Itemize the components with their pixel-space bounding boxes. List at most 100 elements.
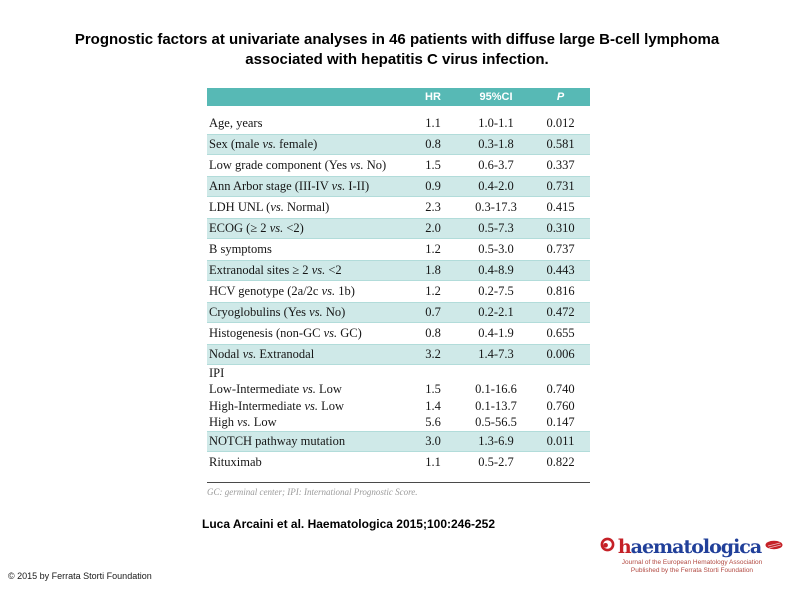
slide-title-line2: associated with hepatitis C virus infect… xyxy=(245,51,549,68)
table-row: ECOG (≥ 2 vs. <2) 2.0 0.5-7.3 0.310 xyxy=(207,218,590,239)
prognostic-factors-table: HR 95%CI P Age, years 1.1 1.0-1.1 0.012 … xyxy=(207,88,590,497)
row-hr: 0.7 xyxy=(425,305,441,319)
row-ci: 0.5-2.7 xyxy=(478,455,514,469)
row-p: 0.011 xyxy=(546,434,575,448)
logo-wordmark-rest: aematologica xyxy=(630,535,763,558)
row-ci: 0.3-1.8 xyxy=(478,137,514,151)
row-ci: 0.3-17.3 xyxy=(475,200,517,214)
row-hr: 0.8 xyxy=(425,326,441,340)
table-row: LDH UNL (vs. Normal) 2.3 0.3-17.3 0.415 xyxy=(207,197,590,218)
row-p: 0.006 xyxy=(546,347,575,361)
row-label: Rituximab xyxy=(209,455,262,469)
row-p: 0.731 xyxy=(546,179,575,193)
logo-wordmark-h: h xyxy=(617,535,632,558)
row-label: Sex (male vs. female) xyxy=(209,137,318,151)
row-label: Age, years xyxy=(209,116,263,130)
row-ci: 0.5-56.5 xyxy=(475,415,517,430)
table-row: Sex (male vs. female) 0.8 0.3-1.8 0.581 xyxy=(207,134,590,155)
row-p: 0.655 xyxy=(546,326,575,340)
row-hr: 0.8 xyxy=(425,137,441,151)
table-row: Nodal vs. Extranodal 3.2 1.4-7.3 0.006 xyxy=(207,344,590,365)
row-label: ECOG (≥ 2 vs. <2) xyxy=(209,221,304,235)
row-p: 0.443 xyxy=(546,263,575,277)
header-ci: 95%CI xyxy=(479,91,513,103)
row-p: 0.816 xyxy=(546,284,575,298)
row-label: IPI xyxy=(209,365,225,380)
table-header-row: HR 95%CI P xyxy=(207,88,590,106)
row-label: HCV genotype (2a/2c vs. 1b) xyxy=(209,284,355,298)
row-ci: 0.4-2.0 xyxy=(478,179,514,193)
row-label: Low grade component (Yes vs. No) xyxy=(209,158,387,172)
table-row: Cryoglobulins (Yes vs. No) 0.7 0.2-2.1 0… xyxy=(207,302,590,323)
row-ci: 0.2-2.1 xyxy=(478,305,514,319)
logo-row: haematologica xyxy=(600,537,784,557)
row-label: Nodal vs. Extranodal xyxy=(209,347,315,361)
row-p: 0.415 xyxy=(546,200,575,214)
row-ci: 1.4-7.3 xyxy=(478,347,514,361)
copyright: © 2015 by Ferrata Storti Foundation xyxy=(8,571,152,581)
row-hr: 1.1 xyxy=(425,116,441,130)
logo-tagline: Journal of the European Hematology Assoc… xyxy=(600,559,784,576)
header-p: P xyxy=(556,91,565,103)
row-label: B symptoms xyxy=(209,242,272,256)
row-hr: 1.2 xyxy=(425,242,441,256)
row-p: 0.147 xyxy=(546,415,575,430)
row-hr: 1.8 xyxy=(425,263,441,277)
logo-tagline-line2: Published by the Ferrata Storti Foundati… xyxy=(630,567,754,575)
row-ci: 0.4-8.9 xyxy=(478,263,514,277)
row-label: NOTCH pathway mutation xyxy=(209,434,346,448)
haematologica-drop-icon xyxy=(600,537,615,557)
header-hr: HR xyxy=(425,91,441,103)
row-hr: 1.2 xyxy=(425,284,441,298)
row-label: High vs. Low xyxy=(209,415,277,430)
row-ci: 0.1-13.7 xyxy=(475,398,517,413)
table-row: HCV genotype (2a/2c vs. 1b) 1.2 0.2-7.5 … xyxy=(207,281,590,302)
table-row: Extranodal sites ≥ 2 vs. <2 1.8 0.4-8.9 … xyxy=(207,260,590,281)
row-ci: 0.4-1.9 xyxy=(478,326,514,340)
row-ci: 0.5-7.3 xyxy=(478,221,514,235)
row-ci: 1.0-1.1 xyxy=(478,116,514,130)
logo-tagline-line1: Journal of the European Hematology Assoc… xyxy=(621,559,763,566)
table-row: Ann Arbor stage (III-IV vs. I-II) 0.9 0.… xyxy=(207,176,590,197)
row-p: 0.012 xyxy=(546,116,575,130)
table-row: NOTCH pathway mutation 3.0 1.3-6.9 0.011 xyxy=(207,431,590,452)
row-label: Ann Arbor stage (III-IV vs. I-II) xyxy=(209,179,370,193)
row-p: 0.760 xyxy=(546,398,575,413)
slide-title: Prognostic factors at univariate analyse… xyxy=(30,30,764,70)
row-label: LDH UNL (vs. Normal) xyxy=(209,200,330,214)
row-ci: 0.2-7.5 xyxy=(478,284,514,298)
row-hr: 3.0 xyxy=(425,434,441,448)
row-hr: 1.5 xyxy=(425,158,441,172)
table-body: Age, years 1.1 1.0-1.1 0.012 Sex (male v… xyxy=(207,113,590,473)
row-hr: 1.5 xyxy=(425,382,441,397)
row-p: 0.822 xyxy=(546,455,575,469)
row-ci: 1.3-6.9 xyxy=(478,434,514,448)
table-row: Histogenesis (non-GC vs. GC) 0.8 0.4-1.9… xyxy=(207,323,590,344)
row-hr: 3.2 xyxy=(425,347,441,361)
row-p: 0.737 xyxy=(546,242,575,256)
row-hr: 2.0 xyxy=(425,221,441,235)
citation: Luca Arcaini et al. Haematologica 2015;1… xyxy=(202,517,496,531)
row-hr: 1.1 xyxy=(425,455,441,469)
table-footnote: GC: germinal center; IPI: International … xyxy=(207,487,418,497)
table-row: Low-Intermediate vs. Low 1.5 0.1-16.6 0.… xyxy=(207,382,590,399)
row-ci: 0.1-16.6 xyxy=(475,382,517,397)
row-p: 0.740 xyxy=(546,382,575,397)
row-p: 0.337 xyxy=(546,158,575,172)
logo-wordmark: haematologica xyxy=(617,535,763,558)
row-hr: 1.4 xyxy=(425,398,441,413)
row-ci: 0.5-3.0 xyxy=(478,242,514,256)
row-label: Extranodal sites ≥ 2 vs. <2 xyxy=(209,263,342,277)
row-p: 0.472 xyxy=(546,305,575,319)
haematologica-logo: haematologica Journal of the European He… xyxy=(600,537,784,576)
table-row: Age, years 1.1 1.0-1.1 0.012 xyxy=(207,113,590,134)
table-row: IPI xyxy=(207,365,590,382)
row-hr: 5.6 xyxy=(425,415,441,430)
row-ci: 0.6-3.7 xyxy=(478,158,514,172)
row-p: 0.581 xyxy=(546,137,575,151)
table-row: Rituximab 1.1 0.5-2.7 0.822 xyxy=(207,452,590,473)
table-row: High-Intermediate vs. Low 1.4 0.1-13.7 0… xyxy=(207,398,590,415)
row-p: 0.310 xyxy=(546,221,575,235)
row-hr: 2.3 xyxy=(425,200,441,214)
eha-emblem-icon xyxy=(764,538,784,556)
